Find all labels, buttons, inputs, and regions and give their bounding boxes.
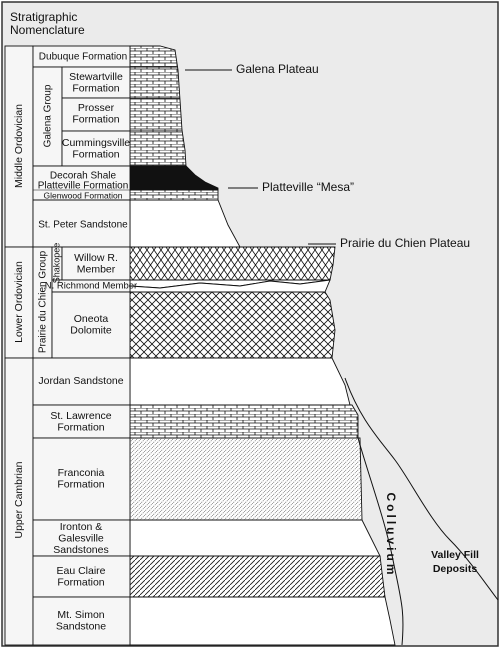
unit-label: Sandstones <box>53 544 108 556</box>
column-box <box>61 97 131 132</box>
unit-label: St. Lawrence <box>50 410 111 422</box>
unit-label: Platteville Formation <box>38 181 129 192</box>
unit-label: Ironton & <box>60 521 103 533</box>
unit-label: Member <box>77 263 116 275</box>
unit-label: Formation <box>72 113 119 125</box>
unit-label: Prosser <box>78 102 115 114</box>
lithology <box>129 555 386 598</box>
unit-label: Dubuque Formation <box>39 52 127 63</box>
lithology <box>129 596 396 646</box>
unit-label: Sandstone <box>56 620 106 632</box>
valley-fill-label: Deposits <box>433 563 478 575</box>
unit-label: Galesville <box>58 532 104 544</box>
group-label: Shakopee <box>51 243 61 284</box>
system-label: Lower Ordovician <box>13 261 25 343</box>
column-box <box>61 66 131 99</box>
column-box <box>51 291 131 359</box>
unit-label: Jordan Sandstone <box>38 375 123 387</box>
group-label: Prairie du Chien Group <box>38 250 49 353</box>
unit-label: Mt. Simon <box>57 609 104 621</box>
column-box <box>61 130 131 167</box>
system-label: Middle Ordovician <box>13 104 25 188</box>
group-label: Galena Group <box>43 84 54 147</box>
column-box <box>32 519 131 557</box>
landform-label: Galena Plateau <box>236 62 319 76</box>
unit-label: Glenwood Formation <box>44 190 123 200</box>
unit-label: Willow R. <box>74 252 118 264</box>
column-box <box>32 437 131 521</box>
unit-label: Formation <box>72 148 119 160</box>
title: Nomenclature <box>10 23 85 37</box>
unit-label: Cummingsville <box>62 137 130 149</box>
column-box <box>32 555 131 598</box>
title: Stratigraphic <box>10 10 77 24</box>
unit-label: Eau Claire <box>56 565 105 577</box>
column-box <box>32 404 131 439</box>
lithology <box>129 291 336 359</box>
colluvium-boundary <box>357 437 404 646</box>
unit-label: Formation <box>72 82 119 94</box>
valley-boundary <box>344 377 499 601</box>
unit-label: Decorah Shale <box>50 171 117 182</box>
valley-fill-label: Valley Fill <box>431 549 479 561</box>
unit-label: Stewartville <box>69 71 123 83</box>
unit-label: N. Richmond Member <box>45 281 137 292</box>
lithology <box>129 519 381 557</box>
unit-label: Formation <box>57 421 104 433</box>
column-box <box>32 165 131 201</box>
unit-label: Oneota <box>74 313 109 325</box>
landform-label: Platteville “Mesa” <box>262 180 354 194</box>
column-box <box>32 596 131 646</box>
lithology <box>129 246 336 281</box>
column-box <box>61 246 131 281</box>
lithology <box>129 404 359 439</box>
unit-label: Franconia <box>58 467 105 479</box>
unit-label: Formation <box>57 478 104 490</box>
column-box <box>4 246 34 359</box>
lithology <box>129 357 351 406</box>
unit-label: St. Peter Sandstone <box>38 220 128 231</box>
unit-label: Dolomite <box>70 324 112 336</box>
lithology <box>129 189 219 201</box>
colluvium-label: Colluvium <box>384 492 398 577</box>
column-box <box>32 357 131 406</box>
landform-label: Prairie du Chien Plateau <box>340 236 470 250</box>
unit-label: Formation <box>57 576 104 588</box>
lithology <box>129 437 363 521</box>
system-label: Upper Cambrian <box>13 461 25 538</box>
